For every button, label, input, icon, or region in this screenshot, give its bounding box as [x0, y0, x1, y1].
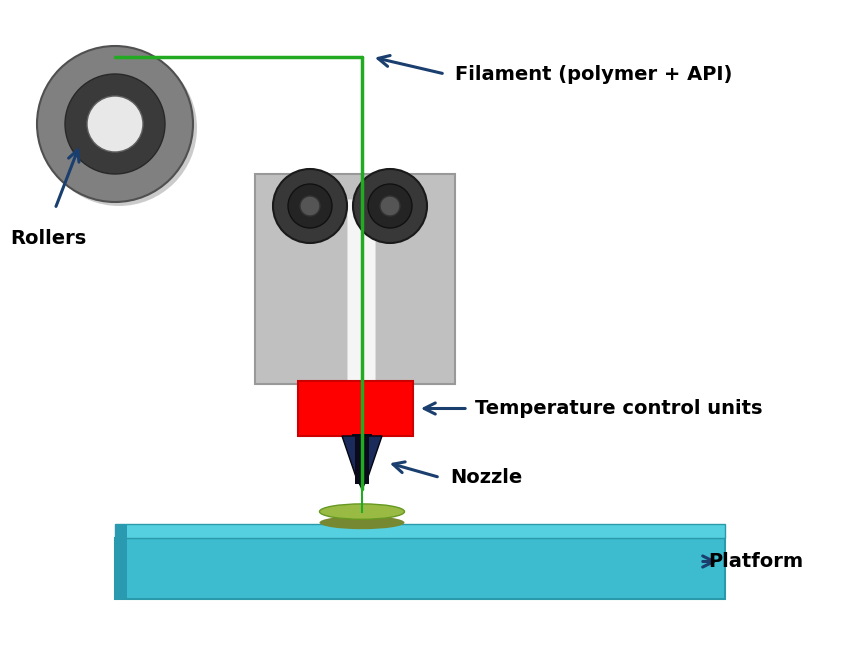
Ellipse shape [320, 516, 405, 529]
Text: Filament (polymer + API): Filament (polymer + API) [455, 65, 733, 84]
Circle shape [273, 169, 347, 243]
Circle shape [87, 96, 143, 152]
Circle shape [353, 169, 427, 243]
Circle shape [368, 184, 412, 228]
Text: Rollers: Rollers [10, 230, 86, 249]
Bar [115, 524, 725, 538]
Polygon shape [115, 524, 127, 599]
Bar [298, 381, 413, 436]
Text: Platform: Platform [708, 552, 803, 571]
Bar [347, 199, 375, 384]
Text: Temperature control units: Temperature control units [475, 399, 762, 418]
Bar [355, 436, 369, 484]
Text: Nozzle: Nozzle [450, 468, 522, 487]
Circle shape [65, 74, 165, 174]
Bar [352, 434, 372, 455]
Polygon shape [342, 436, 382, 489]
Circle shape [37, 46, 193, 202]
Bar [255, 174, 455, 384]
Circle shape [380, 196, 400, 216]
Circle shape [41, 50, 197, 206]
Ellipse shape [320, 504, 405, 519]
Bar [115, 538, 725, 599]
Circle shape [300, 196, 320, 216]
Circle shape [288, 184, 332, 228]
